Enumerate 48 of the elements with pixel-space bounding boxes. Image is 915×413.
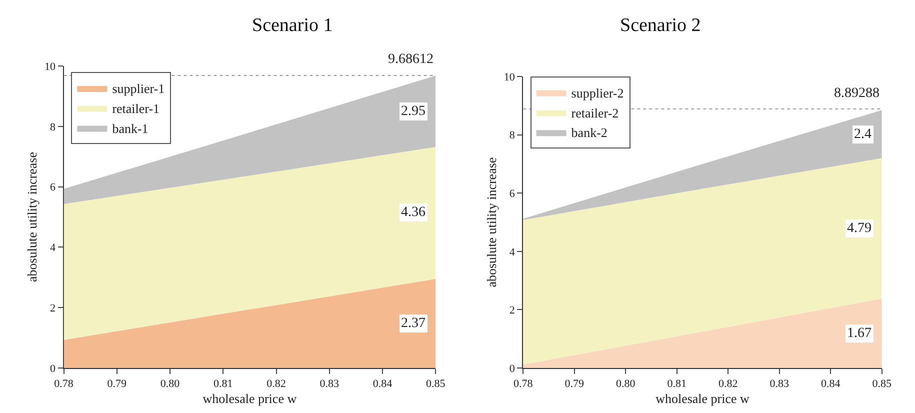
x-tick-label: 0.80: [616, 378, 636, 390]
x-tick-label: 0.81: [667, 378, 686, 390]
legend-label: retailer-1: [112, 100, 160, 116]
annotation: 1.67: [847, 326, 872, 341]
y-tick-label: 0: [50, 362, 56, 375]
ref-line-label: 8.89288: [834, 86, 880, 101]
ref-line-label: 9.68612: [388, 52, 434, 67]
y-axis-title: abosulute utility increase: [24, 152, 40, 282]
x-tick-label: 0.80: [160, 378, 180, 390]
x-tick-label: 0.84: [821, 378, 841, 390]
x-tick-label: 0.81: [214, 378, 233, 390]
x-tick-label: 0.79: [564, 378, 584, 390]
y-tick-label: 8: [50, 121, 56, 134]
y-tick-label: 8: [509, 130, 516, 142]
y-axis-title: abosulute utility increase: [484, 157, 499, 288]
x-tick-label: 0.85: [872, 378, 892, 390]
chart-title: Scenario 1: [252, 15, 333, 36]
y-tick-label: 10: [504, 71, 516, 84]
x-tick-label: 0.83: [770, 378, 790, 390]
x-tick-label: 0.78: [54, 378, 74, 390]
legend-label: bank-1: [112, 120, 148, 136]
x-axis-title: wholesale price w: [202, 390, 298, 406]
x-tick-label: 0.82: [718, 378, 738, 390]
y-tick-label: 2: [50, 302, 56, 314]
x-tick-label: 0.83: [320, 378, 340, 390]
x-tick-label: 0.85: [426, 378, 446, 390]
x-tick-label: 0.84: [372, 378, 393, 390]
annotation: 2.37: [401, 316, 426, 331]
y-tick-label: 6: [509, 188, 516, 200]
x-tick-label: 0.79: [107, 378, 128, 390]
legend-label: bank-2: [571, 125, 608, 140]
x-tick-label: 0.82: [266, 378, 286, 390]
annotation: 2.4: [854, 127, 872, 142]
y-tick-label: 10: [44, 60, 56, 73]
legend-label: retailer-2: [571, 105, 619, 120]
y-tick-label: 2: [509, 304, 515, 317]
y-tick-label: 6: [50, 182, 56, 194]
y-tick-label: 4: [50, 242, 56, 254]
legend-label: supplier-1: [112, 81, 165, 96]
y-tick-label: 0: [509, 362, 516, 375]
x-tick-label: 0.78: [514, 378, 534, 390]
x-axis-title: wholesale price w: [656, 390, 750, 406]
legend-label: supplier-2: [571, 85, 624, 100]
annotation: 2.95: [401, 104, 426, 119]
y-tick-label: 4: [509, 246, 516, 258]
annotation: 4.36: [401, 205, 426, 220]
annotation: 4.79: [847, 221, 872, 236]
chart-title: Scenario 2: [620, 15, 701, 36]
